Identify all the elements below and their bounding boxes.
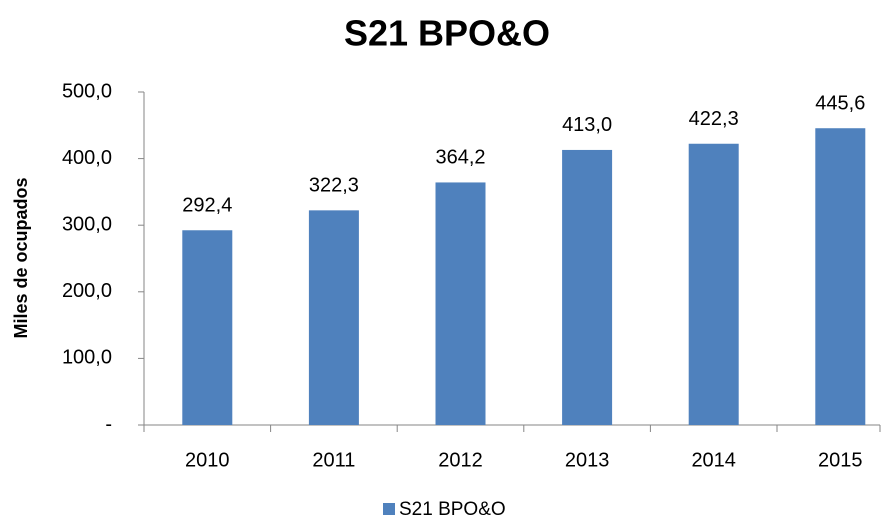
x-tick-label: 2013 — [565, 449, 610, 471]
data-label: 445,6 — [815, 93, 865, 115]
data-label: 322,3 — [309, 175, 359, 197]
y-tick-label: 100,0 — [62, 347, 112, 369]
bar — [308, 210, 359, 425]
legend-swatch — [383, 503, 395, 515]
data-label: 422,3 — [689, 108, 739, 130]
legend-label: S21 BPO&O — [399, 499, 506, 520]
x-tick-label: 2011 — [312, 449, 355, 471]
bar — [182, 230, 233, 425]
x-tick-label: 2010 — [185, 449, 230, 471]
data-label: 292,4 — [182, 195, 232, 217]
bar — [815, 128, 866, 425]
bar — [562, 149, 613, 425]
y-axis-label: Miles de ocupados — [11, 177, 31, 338]
y-tick-label: - — [105, 413, 112, 435]
bar — [435, 182, 486, 425]
x-tick-label: 2012 — [438, 449, 483, 471]
x-tick-label: 2015 — [818, 449, 863, 471]
x-tick-label: 2014 — [691, 449, 736, 471]
bar — [688, 143, 739, 425]
y-tick-label: 300,0 — [62, 213, 112, 235]
y-tick-label: 400,0 — [62, 147, 112, 169]
data-label: 413,0 — [562, 114, 612, 136]
chart-title: S21 BPO&O — [344, 13, 550, 54]
y-tick-label: 200,0 — [62, 280, 112, 302]
data-label: 364,2 — [435, 147, 485, 169]
y-tick-label: 500,0 — [62, 80, 112, 102]
